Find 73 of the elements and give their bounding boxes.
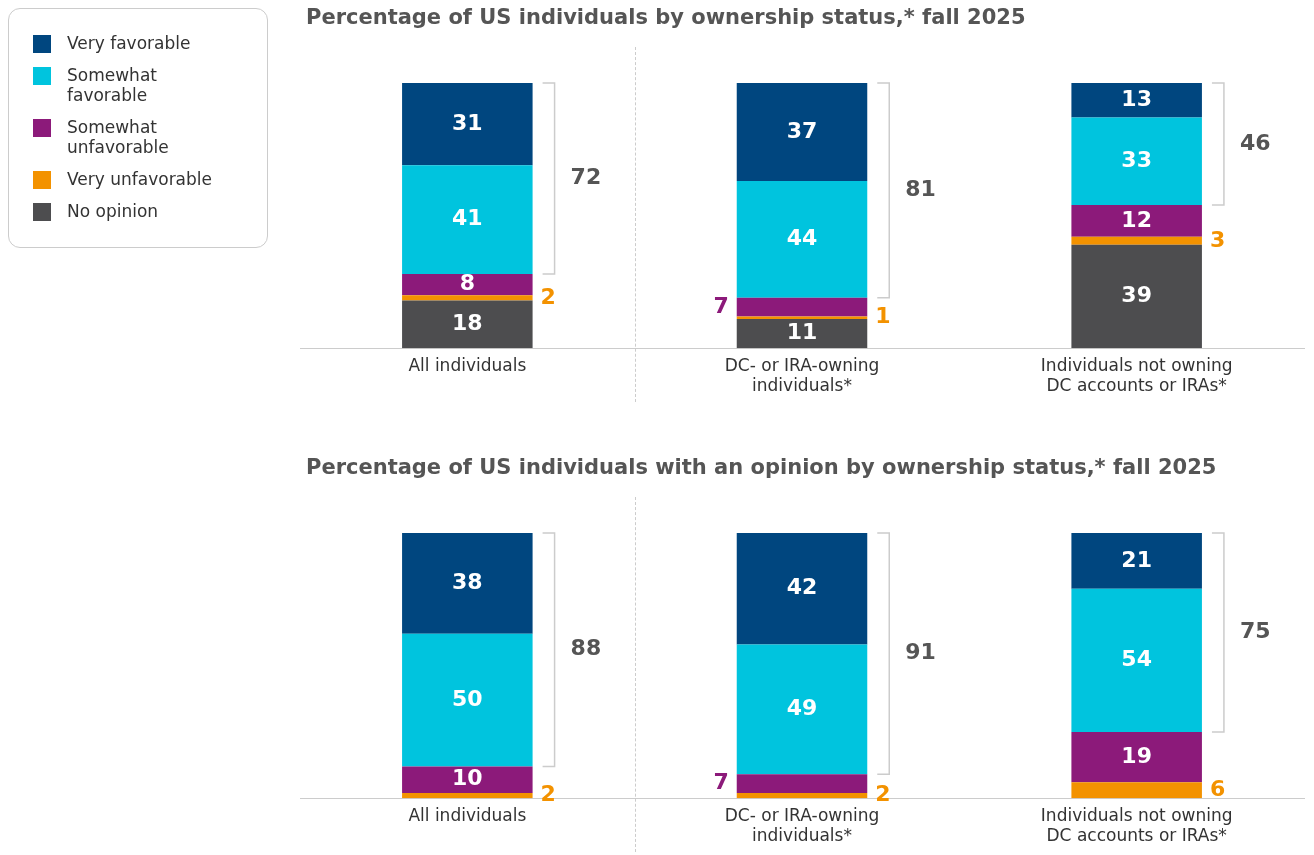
bar: [736, 533, 868, 645]
data-label: 31: [452, 109, 483, 135]
legend-label: Very unfavorable: [67, 169, 213, 189]
data-label: 42: [786, 574, 818, 600]
annotation: 88: [570, 635, 602, 661]
x-tick-label: All individuals: [408, 804, 527, 825]
bar: [1071, 533, 1202, 589]
legend-label: Very favorable: [67, 33, 192, 53]
x-tick-label: DC- or IRA-owning individuals*: [724, 804, 880, 846]
x-tick-label: All individuals: [408, 354, 527, 375]
bar: [402, 165, 533, 274]
bar: [402, 83, 533, 166]
data-label: 13: [1121, 85, 1152, 111]
bar: [402, 273, 533, 296]
chart-title: Percentage of US individuals by ownership status,* fall 2025: [306, 5, 1026, 29]
bar: [736, 316, 868, 320]
data-label: 2: [540, 283, 556, 309]
data-label: 39: [1121, 282, 1152, 308]
annotation: 91: [905, 639, 936, 665]
bar: [736, 297, 868, 317]
data-label: 2: [875, 781, 891, 807]
data-label: 1: [875, 303, 891, 329]
bar: [402, 533, 533, 634]
bar: [402, 766, 533, 793]
data-label: 11: [786, 319, 818, 345]
data-label: 54: [1121, 646, 1152, 672]
data-label: 6: [1209, 775, 1226, 801]
legend-label: No opinion: [67, 201, 160, 221]
legend-label: Somewhat unfavorable: [67, 117, 170, 157]
bar: [1071, 588, 1202, 732]
data-label: 18: [452, 310, 483, 336]
data-label: 33: [1121, 146, 1152, 172]
annotation: 81: [905, 176, 936, 202]
annotation: 75: [1239, 618, 1271, 644]
data-label: 21: [1121, 546, 1152, 572]
bar: [1071, 782, 1202, 799]
bar: [736, 774, 868, 793]
data-label: 7: [713, 769, 729, 795]
legend-label: Somewhat favorable: [67, 65, 158, 105]
bar: [736, 83, 868, 182]
data-label: 2: [540, 781, 556, 807]
bar: [1071, 244, 1202, 349]
data-label: 41: [452, 205, 483, 231]
bar: [402, 295, 533, 301]
bar: [736, 644, 868, 775]
annotation: 72: [570, 164, 602, 190]
bar: [402, 300, 533, 349]
x-tick-label: Individuals not owning DC accounts or IRAs*: [1040, 804, 1233, 846]
data-label: 12: [1121, 206, 1152, 232]
bar: [1071, 204, 1202, 237]
x-tick-label: DC- or IRA-owning individuals*: [724, 354, 880, 396]
data-label: 38: [452, 569, 483, 595]
data-label: 7: [713, 292, 729, 318]
data-label: 19: [1121, 742, 1152, 768]
data-label: 50: [452, 685, 483, 711]
x-tick-label: Individuals not owning DC accounts or IRAs*: [1040, 354, 1233, 396]
bar: [1071, 83, 1202, 118]
bar: [1071, 117, 1202, 205]
data-label: 3: [1209, 226, 1226, 252]
data-label: 44: [786, 225, 818, 251]
bar: [736, 792, 868, 799]
annotation: 46: [1239, 129, 1271, 155]
bar: [736, 181, 868, 298]
chart-title: Percentage of US individuals with an opinion by ownership status,* fall 2025: [306, 455, 1217, 479]
data-label: 49: [786, 695, 818, 721]
bar: [1071, 236, 1202, 245]
data-label: 8: [459, 270, 475, 296]
bar: [736, 319, 868, 349]
bar: [402, 633, 533, 767]
data-label: 37: [786, 117, 818, 143]
bar: [402, 792, 533, 799]
bar: [1071, 731, 1202, 783]
data-label: 10: [452, 765, 483, 791]
